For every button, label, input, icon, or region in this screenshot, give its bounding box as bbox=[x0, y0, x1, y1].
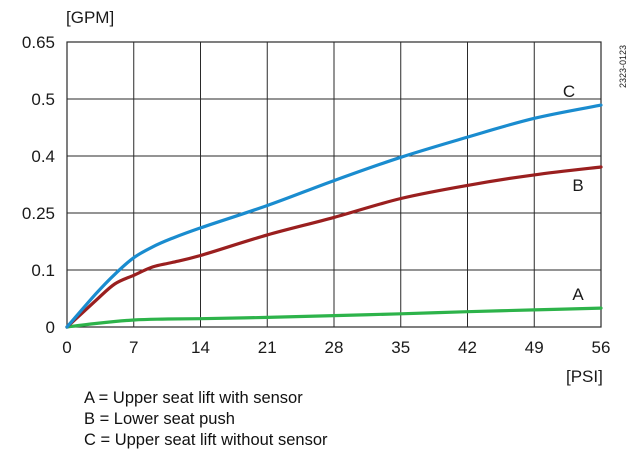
series-line-a bbox=[65, 306, 603, 329]
series-label-c: C bbox=[563, 82, 575, 101]
series-line-b bbox=[65, 165, 603, 329]
grid bbox=[66, 41, 602, 328]
x-tick-label: 14 bbox=[191, 338, 210, 357]
x-tick-label: 0 bbox=[62, 338, 71, 357]
x-tick-label: 28 bbox=[325, 338, 344, 357]
x-tick-label: 49 bbox=[525, 338, 544, 357]
x-axis-unit: [PSI] bbox=[566, 367, 603, 386]
x-tick-label: 35 bbox=[391, 338, 410, 357]
series-line-c bbox=[65, 103, 603, 329]
legend-entry-c: C = Upper seat lift without sensor bbox=[84, 431, 328, 449]
y-tick-label: 0.5 bbox=[31, 90, 55, 109]
y-tick-label: 0.4 bbox=[31, 147, 55, 166]
y-axis-unit: [GPM] bbox=[66, 8, 114, 27]
axis-ticks: 0 7 14 21 28 35 42 49 56 0 0.1 0.25 0.4 0.5 0.65 bbox=[22, 33, 611, 357]
legend-entry-a: A = Upper seat lift with sensor bbox=[84, 389, 303, 407]
plot-frame bbox=[66, 41, 602, 328]
series-label-a: A bbox=[572, 285, 584, 304]
x-tick-label: 56 bbox=[592, 338, 611, 357]
y-tick-label: 0.25 bbox=[22, 204, 55, 223]
series-group bbox=[65, 103, 603, 329]
x-tick-label: 7 bbox=[129, 338, 138, 357]
series-labels: A B C bbox=[563, 82, 584, 304]
y-tick-label: 0 bbox=[46, 318, 55, 337]
x-tick-label: 21 bbox=[258, 338, 277, 357]
x-tick-label: 42 bbox=[458, 338, 477, 357]
legend-entry-b: B = Lower seat push bbox=[84, 410, 235, 428]
legend: A = Upper seat lift with sensor B = Lowe… bbox=[84, 388, 328, 451]
y-tick-label: 0.1 bbox=[31, 261, 55, 280]
series-label-b: B bbox=[572, 176, 583, 195]
figure-code: 2323-0123 bbox=[618, 45, 627, 88]
y-tick-label: 0.65 bbox=[22, 33, 55, 52]
